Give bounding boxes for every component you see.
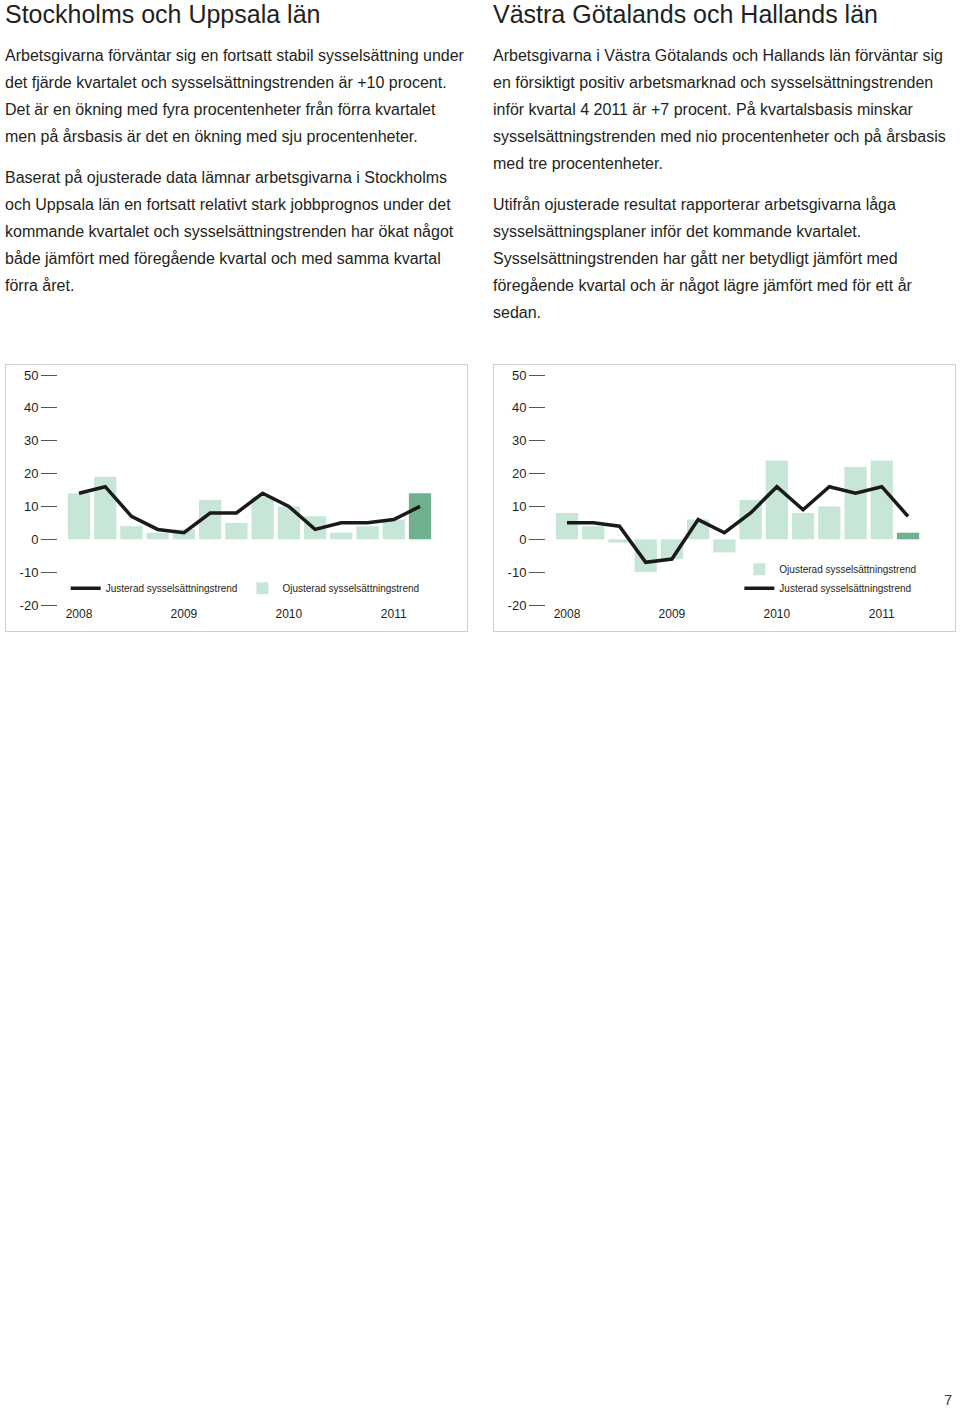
svg-text:50: 50 xyxy=(24,368,38,383)
svg-text:2010: 2010 xyxy=(763,607,790,621)
svg-text:2011: 2011 xyxy=(381,607,407,621)
svg-text:2008: 2008 xyxy=(554,607,581,621)
svg-text:40: 40 xyxy=(24,400,38,415)
svg-text:-10: -10 xyxy=(20,565,39,580)
svg-text:2011: 2011 xyxy=(869,607,895,621)
html-text:Utifrån ojusterade resultat ra: Utifrån ojusterade resultat rapporterar … xyxy=(493,196,912,321)
svg-text:0: 0 xyxy=(31,532,38,547)
svg-text:-20: -20 xyxy=(508,598,527,613)
html-text:Baserat på ojusterade data läm: Baserat på ojusterade data lämnar arbets… xyxy=(5,169,454,294)
svg-text:30: 30 xyxy=(512,433,526,448)
html-text:Stockholms och Uppsala län: Stockholms och Uppsala län xyxy=(5,0,321,28)
svg-text:40: 40 xyxy=(512,400,526,415)
svg-text:Ojusterad sysselsättningstrend: Ojusterad sysselsättningstrend xyxy=(779,564,916,575)
html-text:Arbetsgivarna förväntar sig en: Arbetsgivarna förväntar sig en fortsatt … xyxy=(5,47,464,145)
html-text:7: 7 xyxy=(944,1392,952,1408)
html-text:Västra Götalands och Hallands: Västra Götalands och Hallands län xyxy=(493,0,878,28)
svg-text:20: 20 xyxy=(24,466,38,481)
svg-text:10: 10 xyxy=(24,499,38,514)
svg-text:50: 50 xyxy=(512,368,526,383)
svg-text:0: 0 xyxy=(519,532,526,547)
svg-text:Justerad sysselsättningstrend: Justerad sysselsättningstrend xyxy=(106,583,238,594)
svg-text:-20: -20 xyxy=(20,598,39,613)
svg-text:30: 30 xyxy=(24,433,38,448)
html-text:Arbetsgivarna i Västra Götalan: Arbetsgivarna i Västra Götalands och Hal… xyxy=(493,47,946,172)
svg-text:Justerad sysselsättningstrend: Justerad sysselsättningstrend xyxy=(779,583,911,594)
svg-text:2008: 2008 xyxy=(66,607,93,621)
svg-text:Ojusterad sysselsättningstrend: Ojusterad sysselsättningstrend xyxy=(282,583,419,594)
svg-text:2009: 2009 xyxy=(171,607,198,621)
svg-text:-10: -10 xyxy=(508,565,527,580)
svg-text:10: 10 xyxy=(512,499,526,514)
svg-text:20: 20 xyxy=(512,466,526,481)
svg-text:2010: 2010 xyxy=(275,607,302,621)
svg-text:2009: 2009 xyxy=(659,607,686,621)
